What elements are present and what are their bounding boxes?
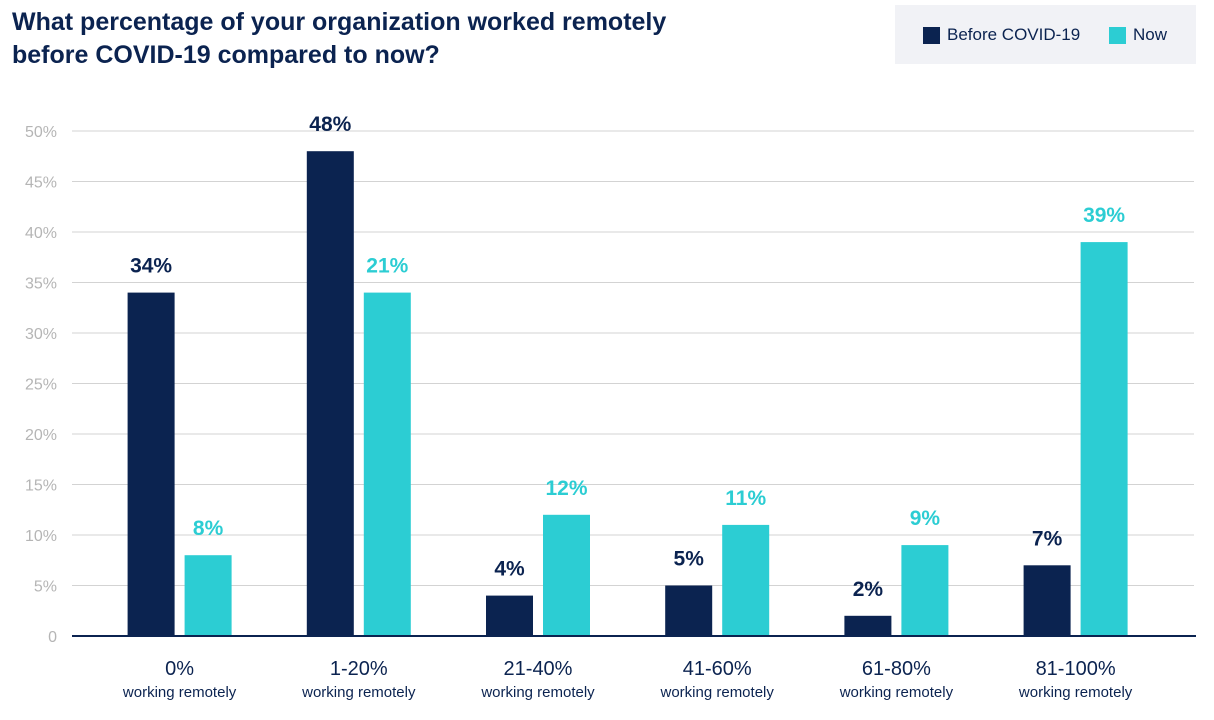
bar-before bbox=[665, 585, 713, 636]
legend-item-before: Before COVID-19 bbox=[923, 25, 1080, 45]
y-tick-label: 35% bbox=[25, 276, 57, 293]
legend-item-now: Now bbox=[1109, 25, 1167, 45]
data-label: 34% bbox=[130, 255, 172, 278]
x-tick-label: 41-60% bbox=[683, 658, 752, 680]
x-tick-label: 0% bbox=[165, 658, 194, 680]
x-tick-sublabel: working remotely bbox=[301, 684, 416, 701]
chart-title: What percentage of your organization wor… bbox=[12, 8, 667, 69]
data-label: 21% bbox=[366, 255, 408, 278]
x-tick-sublabel: working remotely bbox=[660, 684, 775, 701]
bar-now bbox=[363, 292, 411, 636]
y-tick-label: 40% bbox=[25, 225, 57, 242]
data-label: 12% bbox=[545, 477, 587, 500]
bar-now bbox=[901, 545, 949, 636]
data-label: 9% bbox=[910, 507, 941, 530]
bar-before bbox=[127, 292, 175, 636]
y-tick-label: 10% bbox=[25, 528, 57, 545]
bar-now bbox=[184, 555, 232, 636]
x-tick-label: 61-80% bbox=[862, 658, 931, 680]
x-tick-label: 1-20% bbox=[330, 658, 388, 680]
y-tick-label: 5% bbox=[34, 579, 57, 596]
y-tick-label: 30% bbox=[25, 326, 57, 343]
legend-label-now: Now bbox=[1133, 25, 1168, 44]
y-tick-label: 15% bbox=[25, 478, 57, 495]
y-tick-label: 45% bbox=[25, 175, 57, 192]
y-tick-label: 20% bbox=[25, 427, 57, 444]
legend-label-before: Before COVID-19 bbox=[947, 25, 1081, 44]
x-tick-sublabel: working remotely bbox=[122, 684, 237, 701]
data-label: 4% bbox=[494, 558, 525, 581]
x-tick-sublabel: working remotely bbox=[1018, 684, 1133, 701]
data-label: 39% bbox=[1083, 204, 1125, 227]
x-tick-label: 21-40% bbox=[504, 658, 573, 680]
bar-before bbox=[306, 151, 354, 636]
x-tick-sublabel: working remotely bbox=[839, 684, 954, 701]
x-tick-label: 81-100% bbox=[1036, 658, 1116, 680]
y-tick-label: 25% bbox=[25, 377, 57, 394]
legend: Before COVID-19 Now bbox=[895, 5, 1196, 64]
data-label: 2% bbox=[853, 578, 884, 601]
legend-swatch-now bbox=[1109, 26, 1126, 44]
data-label: 7% bbox=[1032, 527, 1063, 550]
y-tick-label: 50% bbox=[25, 124, 57, 141]
data-label: 48% bbox=[309, 113, 351, 136]
bar-now bbox=[722, 524, 770, 636]
x-tick-sublabel: working remotely bbox=[480, 684, 595, 701]
bar-now bbox=[543, 514, 590, 636]
bar-before bbox=[486, 595, 533, 636]
bar-now bbox=[1080, 242, 1128, 636]
y-tick-label: 0 bbox=[48, 629, 57, 646]
bar-before bbox=[1023, 565, 1071, 636]
bar-before bbox=[844, 615, 892, 636]
data-label: 5% bbox=[674, 548, 705, 571]
legend-swatch-before bbox=[923, 26, 940, 44]
data-label: 11% bbox=[725, 487, 766, 510]
data-label: 8% bbox=[193, 517, 224, 540]
